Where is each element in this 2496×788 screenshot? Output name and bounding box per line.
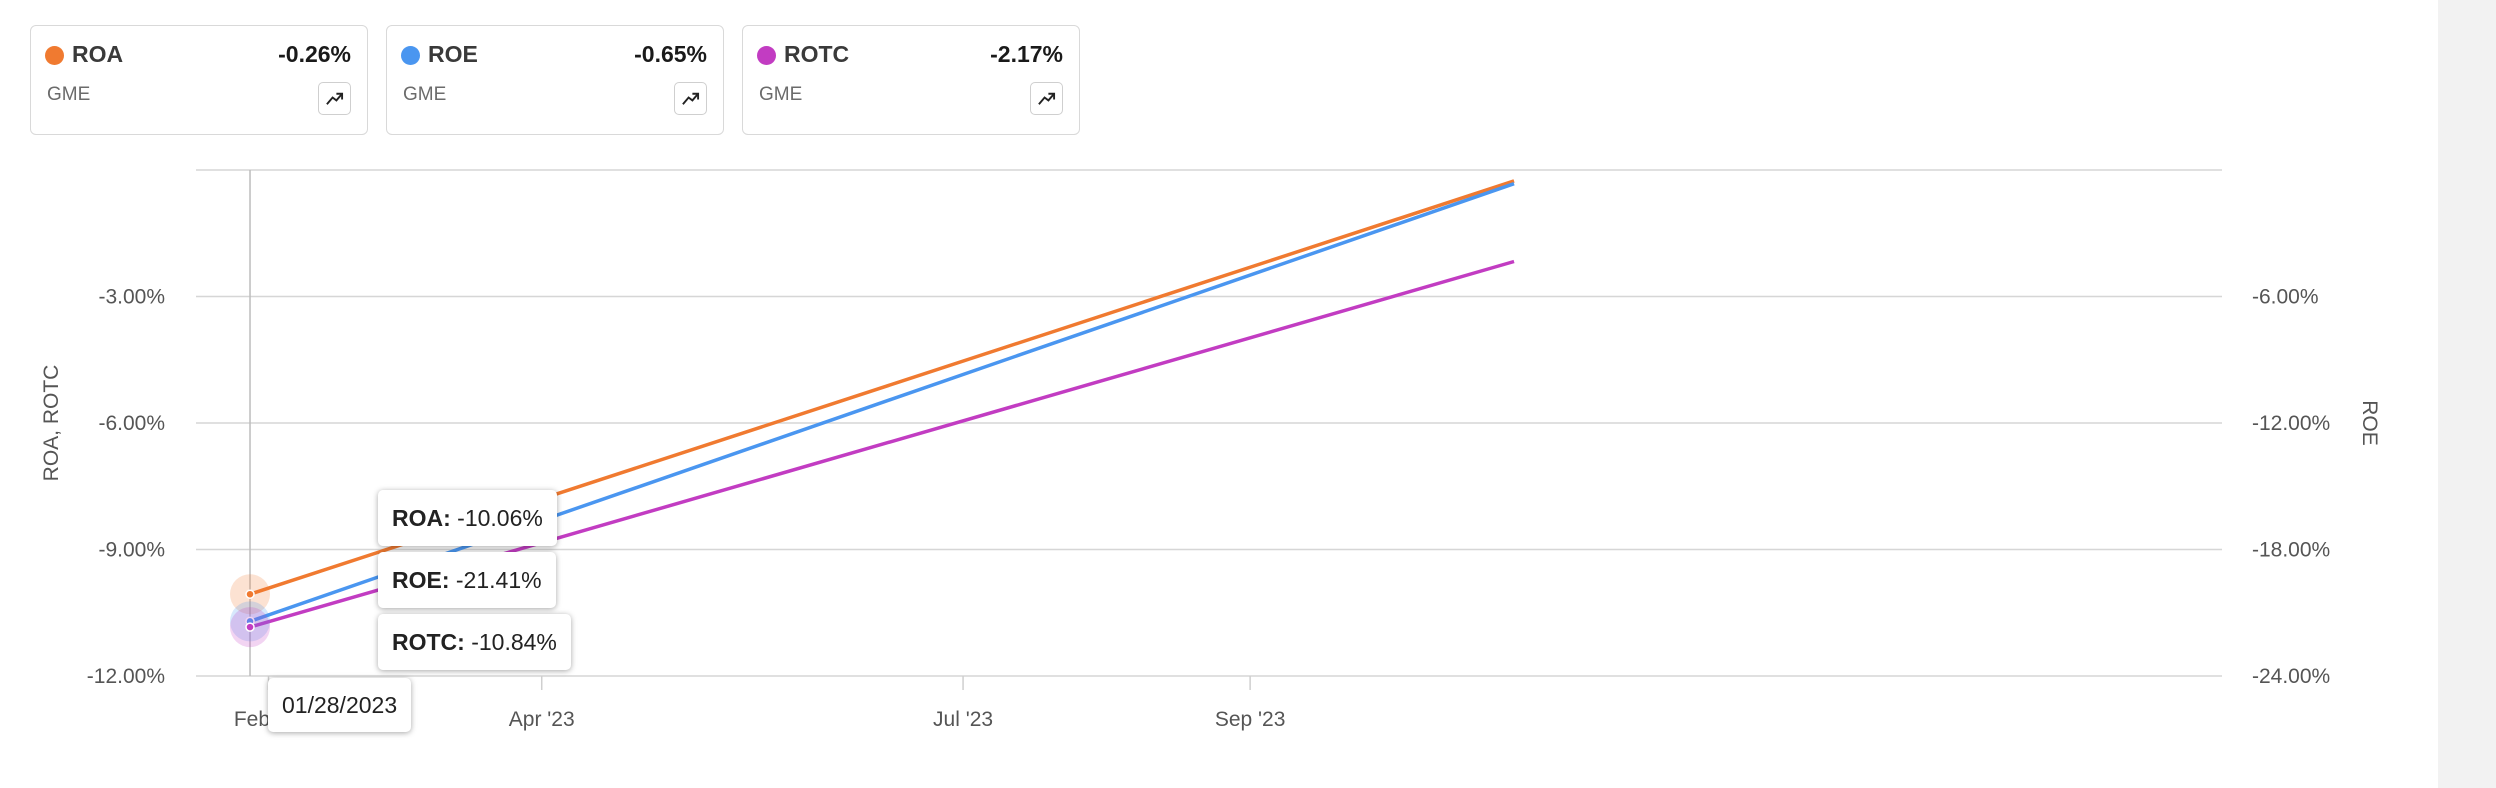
card-roe[interactable]: ROE -0.65% GME (386, 25, 724, 135)
tooltip-roa-value: -10.06% (457, 505, 543, 531)
roa-color-dot (45, 46, 64, 65)
right-axis-tick-label: -18.00% (2252, 539, 2330, 562)
tooltip-roa-label: ROA: (392, 505, 451, 531)
card-roa-symbol: GME (47, 84, 91, 105)
x-axis-tick-label: Sep '23 (1215, 708, 1286, 731)
roe-color-dot (401, 46, 420, 65)
right-axis-title: ROE (2358, 400, 2381, 446)
tooltip-rotc-value: -10.84% (471, 629, 557, 655)
tooltip-date: 01/28/2023 (268, 678, 412, 732)
tooltip-roa: ROA: -10.06% (378, 490, 557, 546)
card-roa-trend-button[interactable] (318, 82, 351, 115)
rotc-color-dot (757, 46, 776, 65)
tooltip-roe-label: ROE: (392, 567, 450, 593)
left-axis-title: ROA, ROTC (40, 365, 63, 482)
right-axis-tick-label: -6.00% (2252, 286, 2319, 309)
left-axis-tick-label: -12.00% (87, 665, 165, 688)
trend-up-icon (1038, 92, 1056, 105)
tooltip-rotc: ROTC: -10.84% (378, 614, 571, 670)
trend-up-icon (682, 92, 700, 105)
card-roa-name: ROA (72, 41, 124, 67)
card-roa[interactable]: ROA -0.26% GME (30, 25, 368, 135)
series-line-roe (249, 182, 1515, 624)
left-axis-tick-label: -6.00% (98, 412, 165, 435)
tooltip-roe: ROE: -21.41% (378, 552, 556, 608)
card-roe-symbol: GME (403, 84, 447, 105)
right-axis-tick-label: -12.00% (2252, 412, 2330, 435)
card-rotc-trend-button[interactable] (1030, 82, 1063, 115)
card-roe-name: ROE (428, 41, 478, 67)
x-axis-tick-label: Jul '23 (933, 708, 993, 731)
right-axis-tick-label: -24.00% (2252, 665, 2330, 688)
trend-up-icon (326, 92, 344, 105)
left-axis-tick-label: -9.00% (98, 539, 165, 562)
tooltip-roe-value: -21.41% (455, 567, 542, 593)
hover-point-roa (245, 589, 255, 599)
card-rotc[interactable]: ROTC -2.17% GME (742, 25, 1080, 135)
card-roe-value: -0.65% (634, 41, 707, 67)
line-chart[interactable]: -3.00% -6.00% -9.00% -12.00% -6.00% -12.00% -1… (0, 0, 2438, 788)
card-roe-trend-button[interactable] (674, 82, 707, 115)
x-axis-tick-label: Apr '23 (509, 708, 575, 731)
card-roa-value: -0.26% (278, 41, 351, 67)
hover-point-rotc (245, 622, 255, 632)
card-rotc-name: ROTC (784, 41, 850, 67)
card-rotc-symbol: GME (759, 84, 803, 105)
scrollbar-track[interactable] (2438, 0, 2496, 788)
card-rotc-value: -2.17% (990, 41, 1063, 67)
tooltip-rotc-label: ROTC: (392, 629, 465, 655)
left-axis-tick-label: -3.00% (98, 286, 165, 309)
